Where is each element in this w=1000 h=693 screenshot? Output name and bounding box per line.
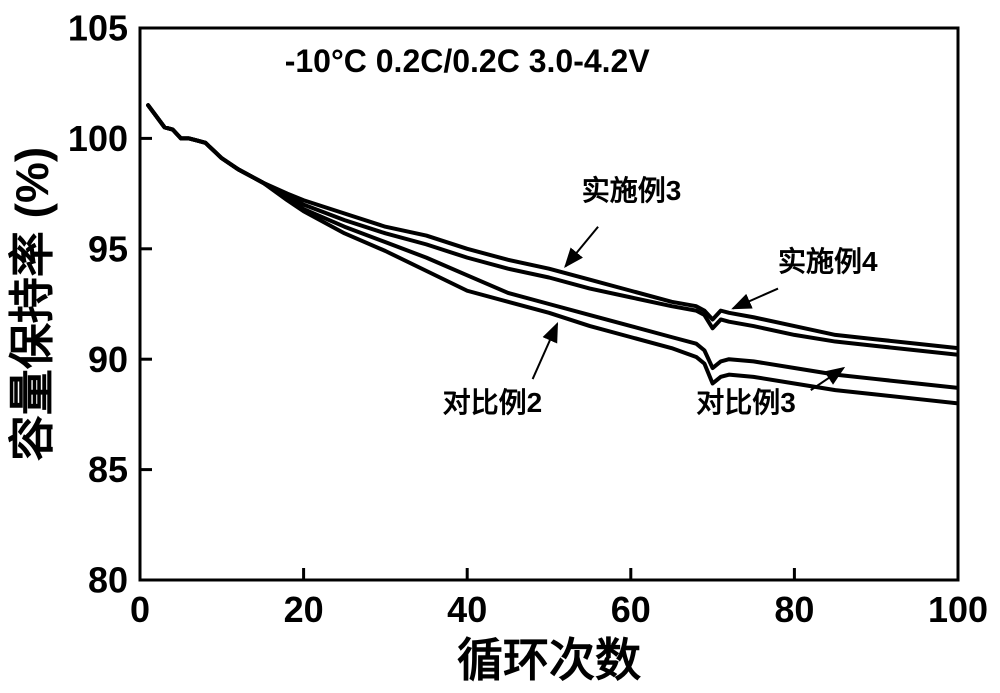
series-annotation: 实施例3 — [582, 174, 682, 206]
y-tick-label: 80 — [88, 560, 128, 601]
x-tick-label: 100 — [928, 589, 988, 630]
chart-condition-label: -10°C 0.2C/0.2C 3.0-4.2V — [285, 43, 651, 79]
x-tick-label: 0 — [130, 589, 150, 630]
y-axis-label: 容量保持率 (%) — [6, 147, 58, 461]
x-tick-label: 20 — [284, 589, 324, 630]
x-axis-label: 循环次数 — [457, 634, 641, 686]
x-tick-label: 80 — [774, 589, 814, 630]
x-tick-label: 60 — [611, 589, 651, 630]
series-annotation: 对比例3 — [696, 387, 796, 418]
line-chart: 0 20 40 60 80 100 80 85 90 95 100 105 循环次数 容量保持率 (%) -… — [0, 0, 1000, 693]
series-annotation: 对比例2 — [443, 387, 543, 418]
x-tick-label: 40 — [447, 589, 487, 630]
y-tick-label: 105 — [68, 8, 128, 49]
y-tick-label: 100 — [68, 118, 128, 159]
y-tick-label: 95 — [88, 228, 128, 269]
series-annotation: 实施例4 — [778, 245, 878, 277]
y-tick-label: 85 — [88, 449, 128, 490]
chart-container: 0 20 40 60 80 100 80 85 90 95 100 105 循环次数 容量保持率 (%) -… — [0, 0, 1000, 693]
y-tick-label: 90 — [88, 339, 128, 380]
